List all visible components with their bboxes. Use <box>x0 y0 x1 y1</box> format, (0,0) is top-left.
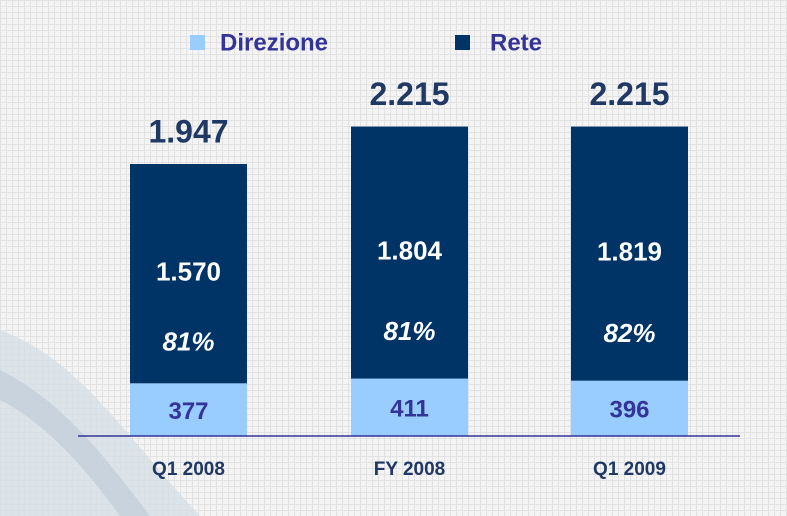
bar-segment <box>130 164 247 384</box>
value-label: 1.570 <box>156 257 221 287</box>
share-label: 82% <box>603 318 655 348</box>
bar-segment <box>571 380 688 436</box>
share-label: 81% <box>162 327 214 357</box>
swoosh <box>0 370 150 516</box>
value-label: 396 <box>609 397 649 424</box>
x-tick-label: Q1 2008 <box>152 459 225 480</box>
legend-swatch <box>455 35 470 50</box>
legend-label: Rete <box>490 29 542 56</box>
bar-segment <box>351 378 468 436</box>
value-label: 377 <box>168 398 208 425</box>
value-label: 1.819 <box>597 236 662 266</box>
legend-label: Direzione <box>220 29 328 56</box>
total-label: 2.215 <box>589 76 669 112</box>
value-label: 1.804 <box>377 235 443 265</box>
x-tick-label: Q1 2009 <box>593 459 666 480</box>
legend-swatch <box>190 35 205 50</box>
total-label: 1.947 <box>148 113 228 149</box>
value-label: 411 <box>390 396 429 423</box>
share-label: 81% <box>383 316 435 346</box>
x-tick-label: FY 2008 <box>374 459 445 480</box>
bar-segment <box>571 126 688 381</box>
bar-segment <box>130 383 247 436</box>
bar-segment <box>351 126 468 379</box>
total-label: 2.215 <box>369 76 449 112</box>
swoosh <box>0 330 200 516</box>
